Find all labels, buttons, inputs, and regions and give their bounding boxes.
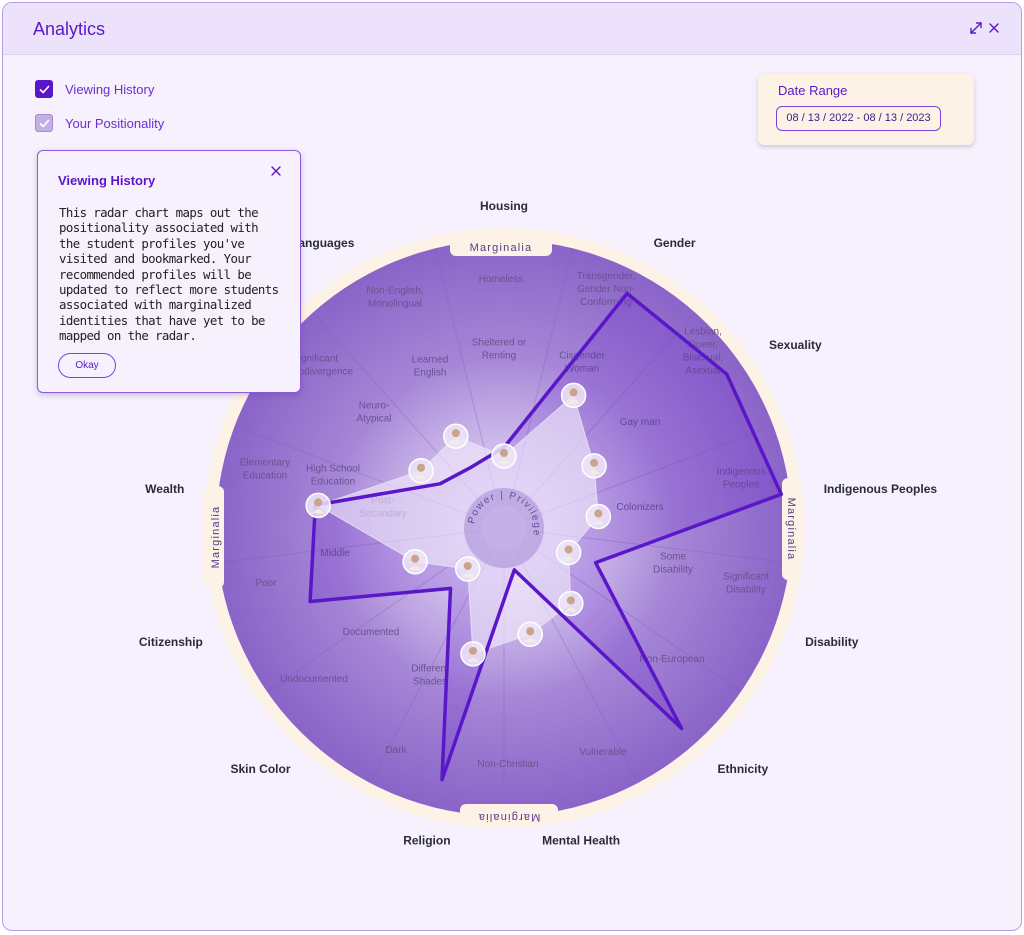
popup-title: Viewing History	[58, 173, 156, 188]
marginalia-tab-left	[204, 486, 224, 588]
positionality-point-disability[interactable]	[555, 539, 582, 566]
marginalia-tab-top	[450, 236, 552, 256]
category-label-indigenous-peoples: Indigenous Peoples	[717, 467, 766, 491]
marginalia-tab-bottom	[460, 804, 558, 824]
positionality-point-skin-color[interactable]	[454, 556, 481, 582]
category-label-lesbian-queer-bisexual-asexual: Lesbian, Queer, Bisexual, Asexual	[683, 327, 724, 377]
axis-label-languages: Languages	[291, 236, 355, 250]
category-label-non-english-monolingual: Non-English, Monolingual	[366, 286, 423, 310]
axis-label-disability: Disability	[805, 635, 859, 649]
positionality-point-ethnicity[interactable]	[558, 590, 584, 617]
category-label-cisgender-woman: Cisgender Woman	[559, 351, 605, 375]
category-label-transgender-gender-non-conforming: Transgender, Gender Non-Conforming	[577, 271, 636, 308]
popup-body: This radar chart maps out the positional…	[59, 205, 279, 344]
positionality-point-formal-education[interactable]	[408, 457, 434, 484]
marginalia-label-right: Marginalia	[785, 498, 797, 561]
category-label-different-shades: Different Shades	[411, 664, 449, 688]
axis-label-religion: Religion	[403, 834, 450, 848]
axis-label-housing: Housing	[480, 199, 528, 213]
category-label-significant-neurodivergence: Significant Neurodivergence	[277, 354, 354, 378]
axis-label-wealth: Wealth	[145, 482, 184, 496]
positionality-point-housing[interactable]	[491, 443, 517, 469]
marginalia-label-bottom: Marginalia	[478, 811, 541, 823]
center-badge: Power | Privilege	[464, 488, 544, 568]
category-label-colonizers: Colonizers	[616, 502, 663, 513]
positionality-label: Your Positionality	[65, 115, 165, 131]
viewing-history-popup: Viewing History This radar chart maps ou…	[37, 150, 301, 393]
category-label-gay-man: Gay man	[620, 417, 661, 428]
positionality-point-indigenous-peoples[interactable]	[585, 503, 612, 530]
category-label-dark: Dark	[385, 745, 407, 756]
axis-label-sexuality: Sexuality	[769, 338, 822, 352]
positionality-checkbox[interactable]	[35, 114, 53, 132]
axis-label-indigenous-peoples: Indigenous Peoples	[824, 482, 938, 496]
category-label-high-school-education: High School Education	[306, 464, 360, 488]
title-bar: Analytics	[3, 3, 1021, 55]
viewing-history-outline	[308, 291, 784, 782]
axis-label-citizenship: Citizenship	[139, 635, 203, 649]
positionality-point-gender[interactable]	[560, 382, 587, 409]
category-label-documented: Documented	[343, 627, 400, 638]
category-label-poor: Poor	[255, 578, 277, 589]
expand-icon[interactable]	[965, 17, 987, 39]
viewing-history-checkbox[interactable]	[35, 80, 53, 98]
marginalia-tabs: Marginalia Marginalia Marginalia Margina…	[204, 236, 802, 824]
marginalia-tab-right	[782, 478, 802, 580]
category-label-some-disability: Some Disability	[653, 552, 693, 576]
axis-label-skin-color: Skin Color	[230, 762, 290, 776]
positionality-point-citizenship[interactable]	[402, 548, 428, 575]
positionality-point-languages[interactable]	[443, 423, 469, 449]
axis-label-mental-health: Mental Health	[542, 834, 620, 848]
axis-label-gender: Gender	[654, 236, 696, 250]
category-label-middle: Middle	[320, 548, 350, 559]
category-label-non-european: Non-European	[639, 654, 704, 665]
category-label-significant-disability: Significant Disability	[723, 572, 769, 596]
marginalia-label-top: Marginalia	[470, 242, 533, 254]
positionality-point-mental-health[interactable]	[517, 621, 543, 648]
okay-button[interactable]: Okay	[58, 353, 116, 378]
positionality-filter[interactable]: Your Positionality	[35, 114, 164, 132]
date-range-card: Date Range 08 / 13 / 2022 - 08 / 13 / 20…	[758, 74, 974, 145]
popup-close-icon[interactable]	[268, 163, 284, 179]
positionality-points	[305, 382, 612, 667]
close-icon[interactable]	[983, 17, 1005, 39]
category-label-neuro-atypical: Neuro-Atypical	[356, 401, 391, 425]
category-label-sheltered-or-renting: Sheltered or Renting	[472, 338, 527, 362]
category-label-undocumented: Undocumented	[280, 674, 348, 685]
date-range-button[interactable]: 08 / 13 / 2022 - 08 / 13 / 2023	[776, 106, 941, 131]
category-label-vulnerable: Vulnerable	[579, 747, 627, 758]
axis-label-ethnicity: Ethnicity	[718, 762, 769, 776]
category-label-non-christian: Non-Christian	[477, 759, 538, 770]
positionality-point-wealth[interactable]	[305, 492, 331, 519]
category-label-elementary-education: Elementary Education	[240, 458, 291, 482]
marginalia-label-left: Marginalia	[210, 506, 222, 569]
viewing-history-filter[interactable]: Viewing History	[35, 80, 154, 98]
category-label-learned-english: Learned English	[412, 355, 449, 379]
viewing-history-label: Viewing History	[65, 81, 155, 97]
positionality-point-sexuality[interactable]	[581, 453, 607, 479]
date-range-title: Date Range	[778, 83, 848, 98]
window-title: Analytics	[33, 19, 106, 39]
category-label-homeless: Homeless	[479, 274, 523, 285]
positionality-point-religion[interactable]	[460, 641, 486, 667]
center-inner-circle	[482, 506, 526, 550]
